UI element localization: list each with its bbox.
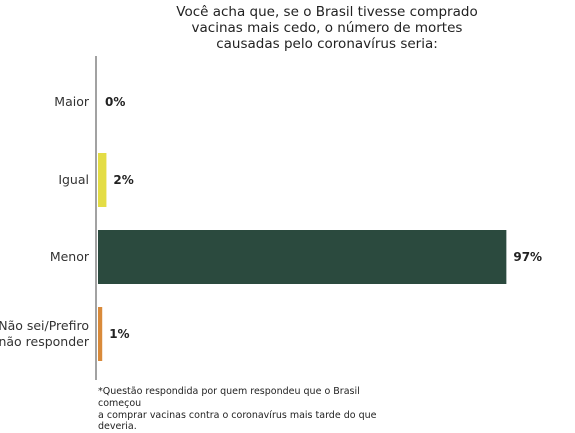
- value-label: 2%: [113, 173, 133, 187]
- value-label: 1%: [109, 327, 129, 341]
- footnote-line: a comprar vacinas contra o coronavírus m…: [98, 409, 377, 421]
- category-label: Menor: [50, 249, 90, 264]
- category-label: Maior: [54, 94, 90, 109]
- chart-title-line: Você acha que, se o Brasil tivesse compr…: [176, 4, 477, 20]
- chart-title: Você acha que, se o Brasil tivesse compr…: [176, 4, 477, 52]
- footnote: *Questão respondida por quem respondeu q…: [98, 386, 388, 433]
- value-label: 0%: [105, 95, 125, 109]
- bar: [98, 153, 107, 207]
- footnote-line: deveria.: [98, 421, 137, 433]
- footnote-line: *Questão respondida por quem respondeu q…: [98, 386, 360, 409]
- value-labels: 0% 2% 97% 1%: [105, 95, 542, 341]
- bars: [98, 153, 507, 361]
- bar: [98, 230, 507, 284]
- bar: [98, 307, 103, 361]
- category-label: não responder: [0, 334, 90, 349]
- category-label: Igual: [58, 172, 89, 187]
- category-label: Não sei/Prefiro: [0, 318, 89, 333]
- chart-title-line: causadas pelo coronavírus seria:: [216, 36, 438, 52]
- value-label: 97%: [513, 250, 542, 264]
- chart-title-line: vacinas mais cedo, o número de mortes: [192, 20, 463, 36]
